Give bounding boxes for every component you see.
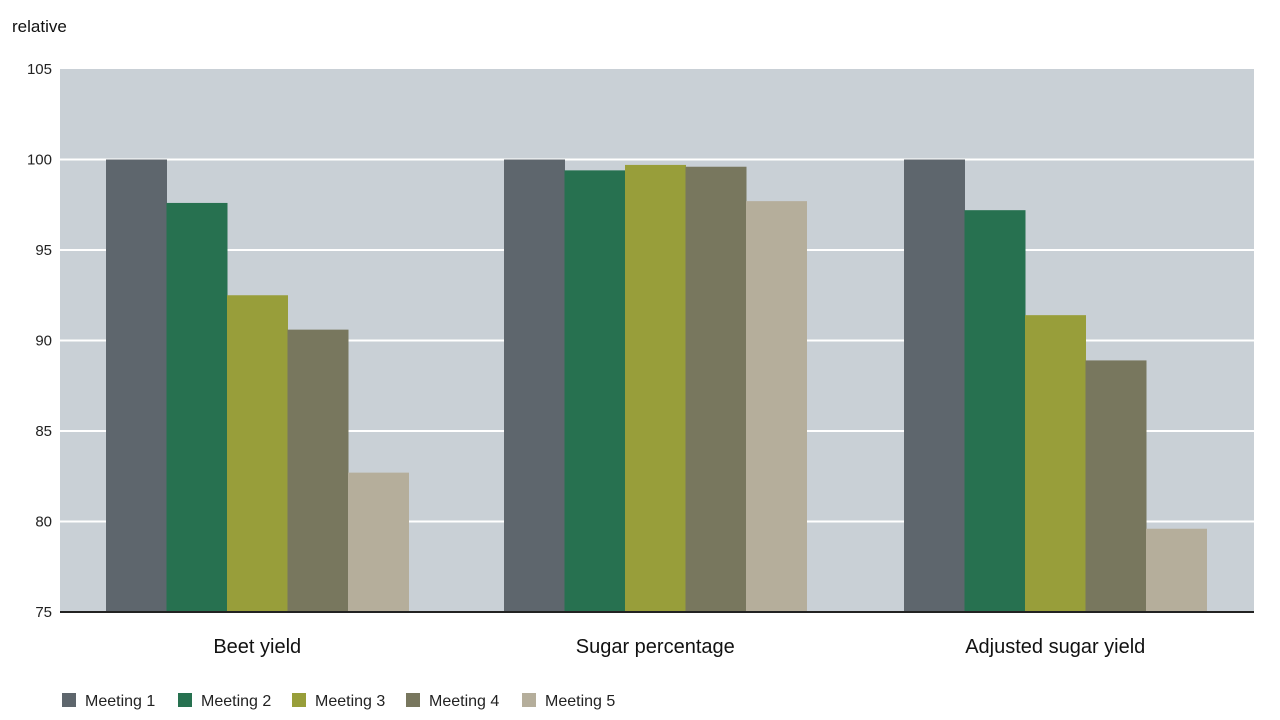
- legend-label: Meeting 1: [85, 693, 155, 710]
- y-tick-label: 95: [35, 242, 52, 259]
- bars: [106, 159, 1207, 613]
- bar: [348, 472, 409, 612]
- legend-swatch: [292, 693, 306, 707]
- y-tick-label: 75: [35, 604, 52, 621]
- bar: [625, 164, 686, 612]
- legend-label: Meeting 5: [545, 693, 615, 710]
- bar: [1025, 315, 1086, 612]
- bar: [287, 329, 349, 612]
- y-tick-label: 80: [35, 514, 52, 531]
- y-tick-label: 90: [35, 333, 52, 350]
- bar: [1146, 528, 1207, 612]
- bar: [504, 159, 565, 612]
- category-label: Adjusted sugar yield: [965, 636, 1145, 658]
- category-label: Sugar percentage: [576, 636, 735, 658]
- bar: [227, 295, 288, 612]
- y-axis-label: relative: [12, 17, 67, 36]
- legend-swatch: [406, 693, 420, 707]
- y-tick-labels: 75 80 85 90 95 100 105: [27, 61, 52, 621]
- legend-swatch: [62, 693, 76, 707]
- y-tick-label: 85: [35, 423, 52, 440]
- bar: [685, 166, 747, 613]
- category-labels: Beet yield Sugar percentage Adjusted sugar…: [213, 636, 1145, 658]
- y-tick-label: 100: [27, 152, 52, 169]
- legend-label: Meeting 4: [429, 693, 499, 710]
- legend-swatch: [522, 693, 536, 707]
- legend-label: Meeting 2: [201, 693, 271, 710]
- bar: [106, 159, 167, 612]
- bar: [964, 210, 1026, 612]
- y-tick-label: 105: [27, 61, 52, 78]
- bar: [904, 159, 965, 612]
- bar: [1085, 360, 1147, 612]
- legend-label: Meeting 3: [315, 693, 385, 710]
- bar: [746, 201, 807, 612]
- legend: Meeting 1 Meeting 2 Meeting 3 Meeting 4 Meet…: [62, 693, 615, 710]
- bar: [564, 170, 626, 613]
- legend-swatch: [178, 693, 192, 707]
- category-label: Beet yield: [213, 636, 301, 658]
- bar: [166, 202, 228, 612]
